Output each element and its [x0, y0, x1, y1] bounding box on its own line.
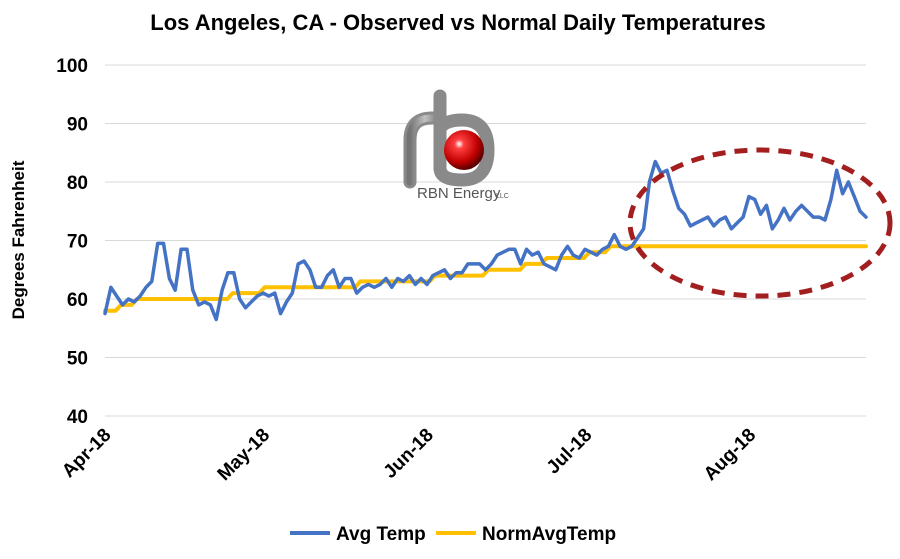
y-tick-label: 100	[56, 56, 88, 77]
x-tick-label: Jul-18	[543, 425, 597, 479]
logo-suffix-text: LLC	[496, 193, 509, 200]
chart-title: Los Angeles, CA - Observed vs Normal Dai…	[150, 10, 765, 35]
heatwave-annotation-ellipse	[627, 147, 893, 299]
y-tick-labels: 40 50 60 70 80 90 100	[56, 56, 88, 428]
logo-ball-icon	[444, 130, 484, 170]
y-tick-label: 40	[67, 407, 88, 428]
y-tick-label: 80	[67, 173, 88, 194]
y-axis-label: Degrees Fahrenheit	[9, 160, 28, 319]
y-tick-label: 90	[67, 115, 88, 136]
y-tick-label: 50	[67, 349, 88, 370]
series-line-avg-temp	[103, 159, 868, 322]
legend-label-norm-avg-temp: NormAvgTemp	[482, 524, 616, 545]
logo-brand-text: RBN Energy	[417, 185, 501, 202]
x-tick-labels: Apr-18 May-18 Jun-18 Jul-18 Aug-18	[58, 425, 760, 485]
x-tick-label: Jun-18	[380, 425, 438, 483]
x-tick-label: May-18	[214, 425, 274, 485]
y-tick-label: 70	[67, 232, 88, 253]
x-tick-label: Apr-18	[58, 425, 115, 482]
series-line-normavgtemp	[103, 244, 868, 313]
legend-label-avg-temp: Avg Temp	[336, 524, 426, 545]
gridlines	[105, 64, 866, 417]
series-lines	[103, 159, 868, 322]
x-tick-label: Aug-18	[700, 425, 760, 485]
y-tick-label: 60	[67, 290, 88, 311]
rbn-energy-logo: RBN Energy LLC	[403, 89, 509, 202]
legend: Avg Temp NormAvgTemp	[290, 524, 616, 545]
